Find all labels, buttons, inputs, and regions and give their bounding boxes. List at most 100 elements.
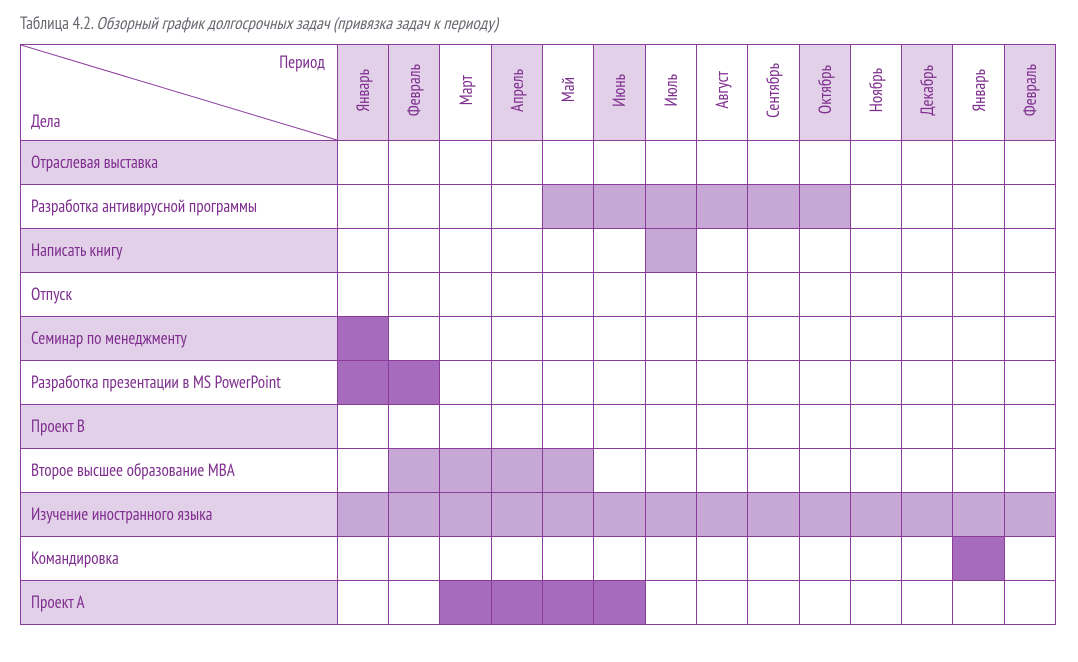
gantt-cell (953, 537, 1004, 581)
gantt-cell (902, 317, 953, 361)
month-header-4: Май (543, 45, 594, 141)
gantt-cell (491, 185, 542, 229)
gantt-cell (696, 273, 747, 317)
gantt-cell (645, 141, 696, 185)
month-header-1: Февраль (389, 45, 440, 141)
gantt-cell (389, 449, 440, 493)
gantt-cell (696, 581, 747, 625)
gantt-cell (389, 317, 440, 361)
gantt-cell (491, 493, 542, 537)
gantt-cell (491, 273, 542, 317)
gantt-cell (440, 229, 491, 273)
gantt-cell (491, 537, 542, 581)
gantt-cell (440, 537, 491, 581)
gantt-cell (953, 449, 1004, 493)
gantt-cell (799, 141, 850, 185)
gantt-cell (594, 405, 645, 449)
gantt-cell (902, 141, 953, 185)
gantt-cell (543, 229, 594, 273)
gantt-cell (696, 141, 747, 185)
table-row: Разработка антивирусной программы (21, 185, 1056, 229)
month-header-7: Август (696, 45, 747, 141)
gantt-cell (594, 273, 645, 317)
gantt-cell (696, 185, 747, 229)
gantt-cell (440, 185, 491, 229)
month-header-3: Апрель (491, 45, 542, 141)
gantt-cell (594, 229, 645, 273)
gantt-cell (440, 361, 491, 405)
gantt-cell (799, 405, 850, 449)
gantt-cell (696, 229, 747, 273)
gantt-cell (389, 229, 440, 273)
table-row: Командировка (21, 537, 1056, 581)
gantt-cell (953, 317, 1004, 361)
month-header-9: Октябрь (799, 45, 850, 141)
table-row: Второе высшее образование МВА (21, 449, 1056, 493)
gantt-cell (902, 581, 953, 625)
gantt-cell (337, 229, 388, 273)
gantt-cell (953, 185, 1004, 229)
caption-prefix: Таблица 4.2. (20, 12, 93, 34)
month-label: Март (455, 67, 477, 113)
gantt-cell (594, 493, 645, 537)
task-label: Разработка презентации в MS PowerPoint (21, 361, 338, 405)
gantt-cell (1004, 229, 1055, 273)
gantt-cell (594, 317, 645, 361)
gantt-cell (594, 537, 645, 581)
month-label: Октябрь (814, 57, 836, 122)
gantt-cell (953, 229, 1004, 273)
month-label: Январь (968, 61, 990, 120)
month-header-2: Март (440, 45, 491, 141)
gantt-cell (491, 229, 542, 273)
gantt-table: Период Дела Январь Февраль Март Апрель Май Ию… (20, 44, 1056, 625)
gantt-cell (799, 229, 850, 273)
gantt-cell (748, 581, 799, 625)
gantt-cell (543, 141, 594, 185)
gantt-cell (594, 581, 645, 625)
gantt-cell (696, 449, 747, 493)
task-label: Семинар по менеджменту (21, 317, 338, 361)
gantt-cell (748, 537, 799, 581)
month-label: Июль (660, 66, 682, 114)
gantt-cell (1004, 141, 1055, 185)
task-label: Командировка (21, 537, 338, 581)
gantt-cell (337, 273, 388, 317)
gantt-cell (1004, 185, 1055, 229)
month-label: Февраль (1019, 56, 1041, 124)
gantt-cell (645, 493, 696, 537)
gantt-cell (491, 449, 542, 493)
gantt-cell (799, 537, 850, 581)
gantt-cell (902, 449, 953, 493)
corner-cell: Период Дела (21, 45, 338, 141)
month-header-11: Декабрь (902, 45, 953, 141)
gantt-cell (902, 537, 953, 581)
gantt-cell (337, 493, 388, 537)
gantt-cell (645, 361, 696, 405)
gantt-cell (1004, 537, 1055, 581)
gantt-cell (953, 273, 1004, 317)
gantt-cell (799, 317, 850, 361)
table-row: Проект А (21, 581, 1056, 625)
gantt-cell (748, 141, 799, 185)
table-row: Разработка презентации в MS PowerPoint (21, 361, 1056, 405)
gantt-cell (389, 537, 440, 581)
task-label: Проект В (21, 405, 338, 449)
gantt-cell (389, 361, 440, 405)
gantt-cell (799, 361, 850, 405)
gantt-cell (594, 185, 645, 229)
gantt-cell (902, 229, 953, 273)
gantt-cell (799, 185, 850, 229)
gantt-cell (645, 273, 696, 317)
gantt-cell (491, 581, 542, 625)
gantt-cell (440, 449, 491, 493)
gantt-cell (799, 273, 850, 317)
gantt-cell (748, 273, 799, 317)
gantt-cell (337, 317, 388, 361)
gantt-cell (1004, 493, 1055, 537)
gantt-cell (645, 537, 696, 581)
gantt-cell (594, 361, 645, 405)
gantt-cell (440, 141, 491, 185)
month-label: Май (557, 69, 579, 110)
gantt-cell (543, 317, 594, 361)
task-label: Разработка антивирусной программы (21, 185, 338, 229)
